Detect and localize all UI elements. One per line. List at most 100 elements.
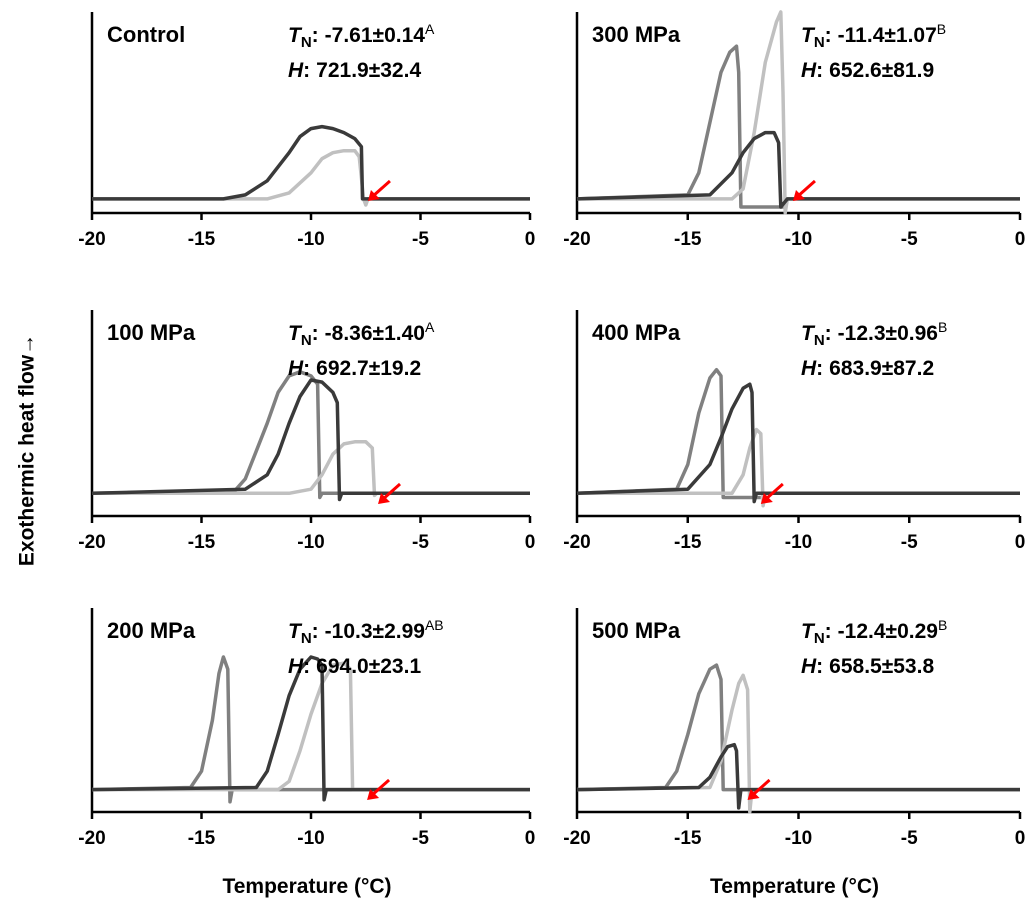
colon: : bbox=[825, 24, 832, 47]
x-tick-label: -10 bbox=[297, 828, 324, 849]
tn-value: -12.4±0.29 bbox=[838, 620, 938, 643]
tn-value: -12.3±0.96 bbox=[838, 322, 938, 345]
tn-group: B bbox=[938, 319, 947, 335]
h-symbol: H bbox=[288, 59, 304, 82]
x-tick-label: -5 bbox=[901, 532, 918, 553]
tn-annotation: TN: -12.4±0.29B bbox=[801, 617, 947, 647]
x-tick-label: -20 bbox=[78, 229, 105, 250]
h-symbol: H bbox=[801, 59, 817, 82]
tn-group: B bbox=[937, 21, 946, 37]
panel-title: 300 MPa bbox=[592, 22, 681, 47]
x-tick-label: -10 bbox=[785, 229, 812, 250]
x-tick-label: -20 bbox=[563, 532, 590, 553]
x-tick-label: -10 bbox=[785, 828, 812, 849]
h-value: 721.9±32.4 bbox=[316, 59, 421, 82]
x-tick-label: -10 bbox=[785, 532, 812, 553]
onset-arrow bbox=[367, 179, 391, 201]
curve bbox=[91, 655, 530, 804]
x-axis-label: Temperature (°C) bbox=[222, 875, 391, 898]
curve bbox=[577, 10, 1020, 215]
tn-annotation: TN: -8.36±1.40A bbox=[288, 319, 435, 349]
arrow-head bbox=[367, 190, 380, 201]
tn-symbol: T bbox=[288, 322, 303, 345]
tn-symbol: T bbox=[288, 24, 303, 47]
x-tick-label: -20 bbox=[563, 229, 590, 250]
x-tick-label: -5 bbox=[901, 828, 918, 849]
tn-subscript: N bbox=[814, 34, 825, 51]
h-value: 658.5±53.8 bbox=[829, 655, 934, 678]
curve bbox=[576, 44, 786, 209]
x-tick-label: -15 bbox=[188, 828, 216, 849]
tn-subscript: N bbox=[814, 332, 825, 349]
curve bbox=[576, 367, 761, 500]
h-value: 652.6±81.9 bbox=[829, 59, 934, 82]
curve bbox=[576, 130, 1020, 209]
curve bbox=[576, 742, 1020, 810]
x-tick-label: -20 bbox=[78, 532, 105, 553]
x-tick-label: 0 bbox=[1015, 828, 1026, 849]
curve bbox=[91, 378, 530, 502]
arrow-head bbox=[792, 190, 805, 201]
x-tick-label: 0 bbox=[525, 229, 536, 250]
h-annotation: H: 721.9±32.4 bbox=[288, 59, 421, 82]
h-annotation: H: 694.0±23.1 bbox=[288, 655, 421, 678]
tn-symbol: T bbox=[288, 620, 303, 643]
x-tick-label: -5 bbox=[412, 532, 429, 553]
tn-group: A bbox=[425, 21, 435, 37]
onset-arrow bbox=[367, 778, 391, 800]
x-tick-label: -5 bbox=[901, 229, 918, 250]
colon: : bbox=[825, 322, 832, 345]
h-annotation: H: 683.9±87.2 bbox=[801, 357, 934, 380]
x-tick-label: -5 bbox=[412, 229, 429, 250]
tn-subscript: N bbox=[301, 34, 312, 51]
onset-arrow bbox=[378, 482, 402, 504]
h-annotation: H: 658.5±53.8 bbox=[801, 655, 934, 678]
x-tick-label: -10 bbox=[297, 532, 324, 553]
h-symbol: H bbox=[801, 655, 817, 678]
colon: : bbox=[303, 655, 310, 678]
curve bbox=[92, 148, 530, 207]
onset-arrow bbox=[760, 482, 784, 504]
h-value: 694.0±23.1 bbox=[316, 655, 421, 678]
colon: : bbox=[825, 620, 832, 643]
tn-annotation: TN: -10.3±2.99AB bbox=[288, 617, 444, 647]
curve bbox=[576, 673, 1020, 814]
tn-group: AB bbox=[425, 617, 444, 633]
panel-title: 500 MPa bbox=[592, 618, 681, 643]
panel-title: 200 MPa bbox=[107, 618, 196, 643]
colon: : bbox=[312, 620, 319, 643]
tn-symbol: T bbox=[801, 620, 816, 643]
x-tick-label: -20 bbox=[78, 828, 105, 849]
x-tick-label: -15 bbox=[188, 532, 216, 553]
arrow-head bbox=[747, 789, 760, 800]
curve bbox=[92, 661, 530, 792]
curve bbox=[576, 382, 1020, 504]
panel-title: 400 MPa bbox=[592, 320, 681, 345]
curve bbox=[91, 655, 530, 802]
arrow-head bbox=[760, 493, 773, 504]
colon: : bbox=[312, 322, 319, 345]
x-tick-label: -15 bbox=[674, 828, 702, 849]
onset-arrow bbox=[792, 179, 816, 201]
x-axis-label: Temperature (°C) bbox=[710, 875, 879, 898]
tn-annotation: TN: -7.61±0.14A bbox=[288, 21, 435, 51]
arrow-head bbox=[378, 493, 391, 504]
curve bbox=[91, 370, 530, 500]
tn-symbol: T bbox=[801, 322, 816, 345]
tn-symbol: T bbox=[801, 24, 816, 47]
panel-title: 100 MPa bbox=[107, 320, 196, 345]
tn-subscript: N bbox=[301, 332, 312, 349]
colon: : bbox=[816, 59, 823, 82]
tn-group: A bbox=[425, 319, 435, 335]
x-tick-label: 0 bbox=[1015, 532, 1026, 553]
x-tick-label: -15 bbox=[674, 229, 702, 250]
x-tick-label: -10 bbox=[297, 229, 324, 250]
h-symbol: H bbox=[288, 357, 304, 380]
x-tick-label: -20 bbox=[563, 828, 590, 849]
tn-group: B bbox=[938, 617, 947, 633]
x-tick-label: -5 bbox=[412, 828, 429, 849]
onset-arrow bbox=[747, 778, 771, 800]
tn-value: -10.3±2.99 bbox=[325, 620, 425, 643]
tn-value: -7.61±0.14 bbox=[325, 24, 426, 47]
